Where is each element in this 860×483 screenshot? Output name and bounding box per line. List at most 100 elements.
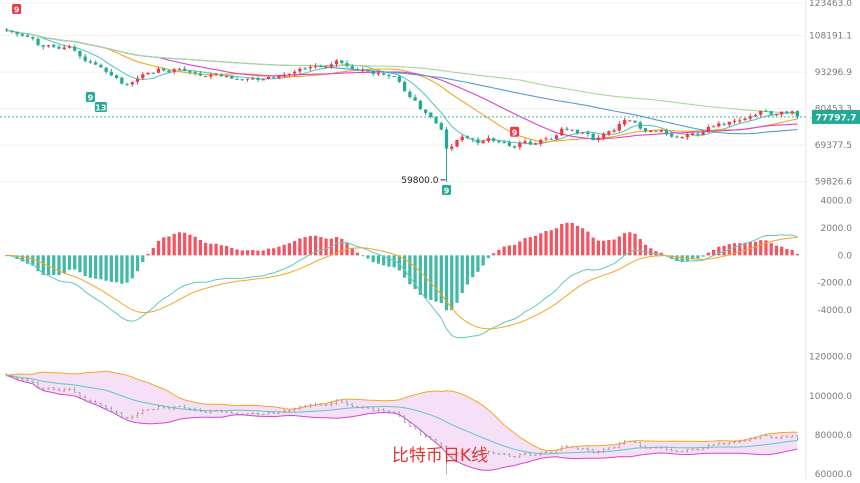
candle: [476, 137, 480, 146]
candle-body: [523, 141, 527, 144]
candle-body: [146, 72, 150, 75]
candle-body: [591, 133, 595, 141]
candle-body: [245, 78, 250, 80]
candle: [413, 94, 417, 101]
macd-histogram-bar: [402, 255, 407, 278]
ohlc-bar: [193, 407, 197, 412]
macd-histogram-bar: [99, 255, 103, 280]
macd-histogram-bar: [183, 232, 187, 256]
moving-average-line: [6, 29, 798, 145]
macd-histogram-bar: [675, 255, 679, 262]
macd-dea-line: [6, 237, 798, 330]
ohlc-bar: [251, 412, 255, 415]
macd-histogram-bar: [230, 247, 234, 256]
candle-body: [214, 74, 218, 76]
marker-label: 9: [14, 6, 20, 15]
macd-histogram-bar: [36, 255, 40, 272]
ohlc-bar: [57, 387, 61, 392]
ohlc-bar: [240, 413, 244, 416]
macd-histogram-bar: [114, 255, 119, 283]
macd-histogram-bar: [670, 255, 674, 260]
ohlc-bar: [486, 450, 490, 455]
candle-body: [423, 109, 428, 113]
ohlc-bar: [183, 404, 187, 409]
macd-histogram-bar: [539, 233, 543, 256]
macd-histogram-bar: [193, 236, 197, 256]
candle-body: [512, 146, 517, 148]
candle-body: [387, 74, 391, 77]
candle: [549, 137, 553, 140]
candle-body: [601, 133, 606, 138]
ohlc-bar: [198, 408, 202, 412]
candle-body: [251, 78, 255, 80]
candle: [664, 128, 669, 136]
macd-histogram-bar: [41, 255, 45, 275]
macd-histogram-bar: [251, 250, 255, 256]
ohlc-bar: [602, 448, 606, 453]
ohlc-bar: [638, 441, 642, 448]
macd-histogram-bar: [497, 249, 501, 256]
candle: [397, 75, 402, 84]
ohlc-bar: [795, 434, 799, 441]
candle: [308, 64, 312, 71]
candle: [732, 118, 737, 125]
candle: [554, 134, 559, 140]
candle-body: [324, 66, 328, 68]
macd-histogram-bar: [177, 232, 182, 256]
candle: [20, 32, 24, 37]
candle: [450, 143, 454, 152]
ohlc-bar: [523, 452, 527, 456]
macd-histogram-bar: [366, 255, 370, 259]
macd-histogram-bar: [198, 240, 203, 256]
ohlc-bar: [497, 452, 501, 455]
candle-body: [382, 73, 386, 75]
marker-badge: [510, 126, 520, 137]
macd-histogram-bar: [774, 245, 779, 256]
ohlc-bar: [539, 452, 543, 457]
candle: [31, 36, 35, 41]
macd-histogram-bar: [753, 241, 758, 256]
candle-body: [308, 66, 312, 69]
candle: [691, 131, 695, 136]
ohlc-bar: [382, 408, 386, 412]
candle-body: [135, 78, 140, 82]
macd-histogram-bar: [790, 249, 794, 256]
candle-body: [293, 71, 297, 74]
macd-tick-label: -2000.0: [817, 279, 852, 289]
ohlc-bar: [429, 436, 433, 441]
candle-body: [759, 110, 763, 115]
candle-body: [46, 45, 51, 47]
candle-body: [120, 77, 124, 84]
macd-histogram-bar: [523, 238, 527, 256]
macd-histogram-bar: [717, 246, 721, 256]
candle: [659, 129, 663, 133]
candle-body: [141, 74, 145, 79]
candle: [717, 121, 721, 128]
ohlc-bar: [492, 451, 496, 455]
chart-watermark: 比特币日K线: [392, 446, 488, 466]
macd-histogram-bar: [355, 252, 360, 256]
macd-tick-label: 4000.0: [821, 197, 853, 207]
ohlc-bar: [685, 448, 689, 453]
ohlc-bar: [554, 449, 558, 453]
candle: [643, 127, 648, 133]
candle-body: [219, 74, 223, 77]
macd-histogram-bar: [565, 222, 569, 256]
candle-body: [685, 134, 690, 138]
candle: [402, 80, 407, 92]
candle-body: [31, 36, 35, 39]
macd-histogram-bar: [507, 245, 511, 256]
candle: [203, 75, 208, 78]
candle-body: [565, 128, 569, 130]
macd-histogram-bar: [151, 248, 155, 256]
candle-body: [235, 79, 239, 81]
macd-histogram-bar: [67, 255, 72, 270]
bollinger-upper-line: [6, 370, 798, 452]
candle-body: [659, 130, 663, 132]
ohlc-bar: [167, 406, 171, 410]
candle-body: [345, 63, 349, 66]
price-tick-label: 80453.3: [815, 105, 852, 115]
macd-histogram-bar: [340, 238, 344, 256]
ohlc-bar: [748, 437, 752, 442]
